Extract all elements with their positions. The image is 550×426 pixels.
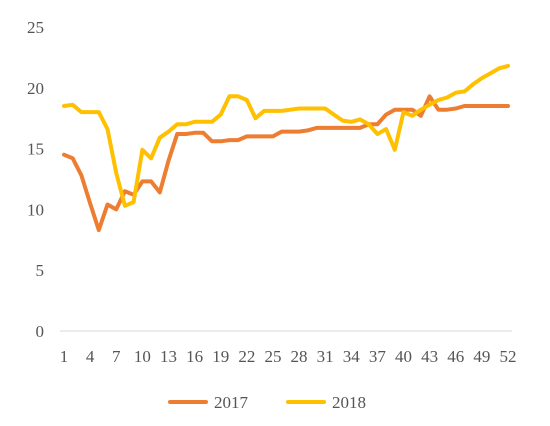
y-tick-label: 15 <box>27 140 44 159</box>
x-tick-label: 7 <box>112 347 121 366</box>
x-axis: 1 4 7 10 13 16 19 22 25 28 31 34 37 40 43 46 49 52 <box>60 347 517 366</box>
x-tick-label: 43 <box>421 347 438 366</box>
x-tick-label: 34 <box>343 347 361 366</box>
x-tick-label: 19 <box>212 347 229 366</box>
x-tick-label: 31 <box>317 347 334 366</box>
x-tick-label: 28 <box>291 347 308 366</box>
x-tick-label: 1 <box>60 347 69 366</box>
x-tick-label: 10 <box>134 347 151 366</box>
x-tick-label: 22 <box>238 347 255 366</box>
x-tick-label: 37 <box>369 347 387 366</box>
x-tick-label: 46 <box>447 347 464 366</box>
y-tick-label: 10 <box>27 200 44 219</box>
x-tick-label: 16 <box>186 347 203 366</box>
x-tick-label: 52 <box>500 347 517 366</box>
legend-label-2018: 2018 <box>332 393 366 412</box>
y-tick-label: 20 <box>27 79 44 98</box>
plot-area <box>62 63 510 233</box>
x-tick-label: 13 <box>160 347 177 366</box>
series-line-2017 <box>62 94 510 233</box>
legend-label-2017: 2017 <box>214 393 249 412</box>
x-tick-label: 25 <box>264 347 281 366</box>
y-axis: 0 5 10 15 20 25 <box>27 18 44 341</box>
x-tick-label: 49 <box>473 347 490 366</box>
series-line-2018 <box>62 63 510 208</box>
y-tick-label: 0 <box>36 322 45 341</box>
y-tick-label: 25 <box>27 18 44 37</box>
x-tick-label: 40 <box>395 347 412 366</box>
legend: 2017 2018 <box>168 393 366 412</box>
x-tick-label: 4 <box>86 347 95 366</box>
y-tick-label: 5 <box>36 261 45 280</box>
